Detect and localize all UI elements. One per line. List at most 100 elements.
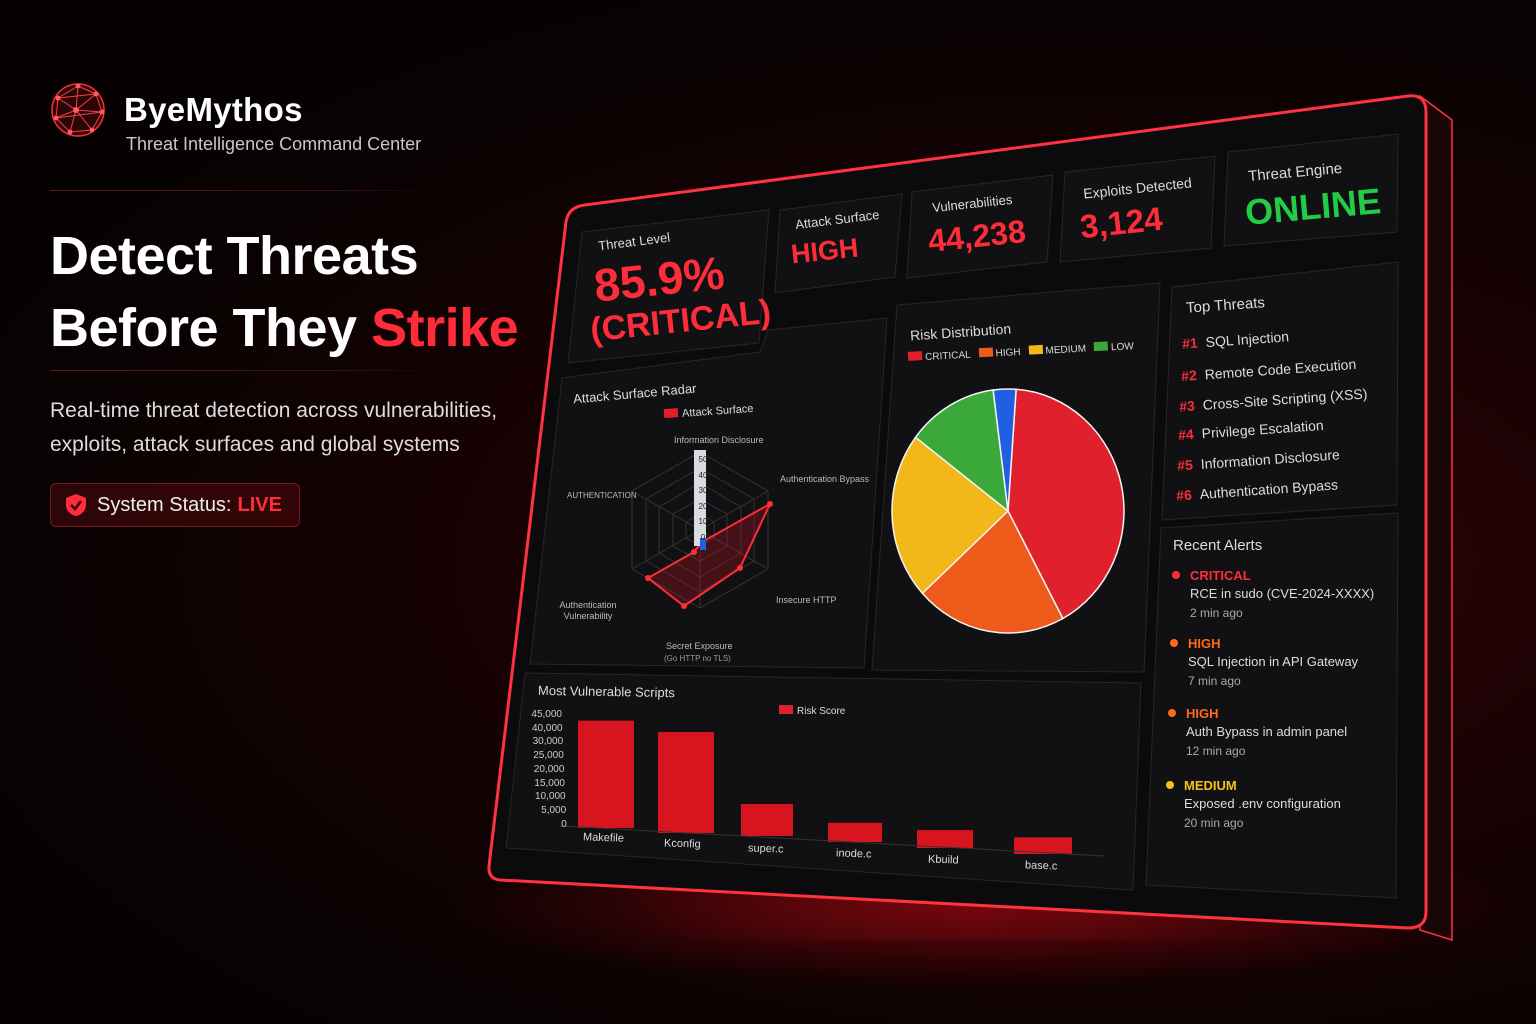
bar-y-tick: 30,000 (532, 736, 564, 748)
alert-time: 2 min ago (1190, 606, 1243, 620)
bar-y-tick: 15,000 (534, 777, 565, 789)
top-threats-title: Top Threats (1185, 294, 1266, 317)
pie-slice-medium (891, 436, 1010, 595)
hero-headline: Detect Threats Before They Strike (50, 220, 519, 364)
threat-rank: #5 (1176, 456, 1194, 474)
radar-point (681, 603, 687, 609)
bar-x-label: inode.c (835, 847, 872, 861)
threat-engine-value: ONLINE (1243, 180, 1383, 233)
threat-rank: #3 (1179, 397, 1196, 415)
legend-swatch (779, 705, 793, 714)
bar-y-tick: 45,000 (531, 709, 562, 720)
threat-name: Remote Code Execution (1203, 355, 1357, 383)
bar-kconfig (658, 732, 714, 833)
alert-level: HIGH (1188, 636, 1221, 651)
threat-engine-label: Threat Engine (1247, 159, 1343, 186)
alert-text[interactable]: Auth Bypass in admin panel (1186, 724, 1348, 739)
pie-slice-high (921, 509, 1064, 634)
bar-y-tick: 40,000 (532, 722, 563, 734)
card-threat-level (567, 209, 770, 364)
card-bar-chart (505, 672, 1142, 891)
bar-y-tick: 20,000 (533, 763, 565, 775)
headline-line-2: Before They Strike (50, 292, 519, 364)
threat-item[interactable]: #4 Privilege Escalation (1178, 417, 1325, 443)
threat-rank: #4 (1177, 426, 1195, 444)
radar-tick: 0 (700, 532, 706, 542)
card-attack-surface (774, 193, 903, 294)
threat-rank: #6 (1175, 486, 1192, 504)
radar-ticks: 50 40 30 20 10 0 (697, 452, 709, 545)
threat-rank: #2 (1180, 367, 1197, 385)
alert-status-dot (1172, 571, 1180, 579)
bar-chart (559, 720, 1106, 857)
bar-baseline (559, 825, 1106, 857)
alert-time: 20 min ago (1184, 816, 1244, 830)
subtext-line-2: exploits, attack surfaces and global sys… (50, 433, 460, 456)
threat-name: Cross-Site Scripting (XSS) (1202, 385, 1369, 413)
radar-legend-label: Attack Surface (681, 402, 754, 420)
radar-axis-label: Authentication Bypass (780, 474, 870, 484)
headline-accent: Strike (371, 298, 519, 358)
divider (50, 370, 445, 371)
alert-text[interactable]: RCE in sudo (CVE-2024-XXXX) (1190, 586, 1375, 601)
radar-point (767, 501, 773, 507)
alert-time: 12 min ago (1186, 744, 1246, 758)
exploits-label: Exploits Detected (1082, 174, 1193, 202)
bar-legend-label: Risk Score (797, 706, 846, 717)
status-label: System Status: (97, 493, 232, 516)
radar-legend: Attack Surface (663, 402, 754, 421)
pie-slice-low (914, 389, 1009, 513)
threat-item[interactable]: #6 Authentication Bypass (1175, 476, 1338, 503)
divider (50, 190, 445, 191)
radar-title: Attack Surface Radar (572, 380, 697, 407)
system-status-badge: System Status: LIVE (50, 483, 300, 527)
card-vulnerabilities (906, 174, 1054, 279)
radar-axis-label: Insecure HTTP (776, 595, 837, 605)
threat-name: Privilege Escalation (1201, 416, 1325, 442)
radar-point (737, 565, 743, 571)
threat-level-label: Threat Level (597, 229, 671, 254)
card-top-threats (1161, 261, 1399, 521)
bar-makefile (578, 720, 634, 828)
alert-text[interactable]: Exposed .env configuration (1184, 796, 1341, 811)
radar-axis-note: (Go HTTP no TLS) (664, 654, 731, 663)
bar-x-label: Kbuild (927, 853, 959, 867)
alert-text[interactable]: SQL Injection in API Gateway (1188, 654, 1359, 669)
radar-low-marker (700, 538, 706, 550)
risk-pie (891, 388, 1125, 634)
hero-subtext: Real-time threat detection across vulner… (50, 394, 520, 462)
radar-axis-label: Secret Exposure (666, 641, 733, 651)
radar-tick: 30 (698, 486, 708, 495)
threat-item[interactable]: #5 Information Disclosure (1176, 446, 1340, 473)
threat-item[interactable]: #2 Remote Code Execution (1180, 356, 1356, 384)
card-recent-alerts (1145, 512, 1399, 899)
threat-name: Authentication Bypass (1198, 476, 1338, 502)
shield-check-icon (66, 494, 86, 516)
alert-level: MEDIUM (1184, 778, 1237, 793)
alert-status-dot (1170, 639, 1178, 647)
attack-surface-label: Attack Surface (794, 206, 881, 233)
threat-item[interactable]: #1 SQL Injection (1182, 328, 1290, 351)
vulnerabilities-label: Vulnerabilities (931, 191, 1014, 216)
attack-surface-value: HIGH (789, 232, 860, 270)
threat-rank: #1 (1181, 334, 1199, 352)
bar-legend: Risk Score (779, 705, 845, 717)
brand-tagline: Threat Intelligence Command Center (126, 134, 422, 154)
risk-title: Risk Distribution (909, 320, 1012, 344)
network-globe-icon (51, 83, 105, 137)
legend-item-high: HIGH (978, 346, 1021, 360)
headline-line-1: Detect Threats (50, 226, 419, 286)
card-radar (529, 317, 888, 669)
exploits-value: 3,124 (1078, 199, 1165, 246)
status-value: LIVE (237, 493, 282, 516)
alert-time: 7 min ago (1188, 674, 1241, 688)
headline-prefix: Before They (50, 298, 372, 358)
alert-status-dot (1166, 781, 1174, 789)
card-threat-engine (1223, 133, 1399, 247)
brand: ByeMythos (46, 78, 303, 142)
legend-swatch (663, 408, 679, 419)
radar-point (645, 575, 651, 581)
threat-item[interactable]: #3 Cross-Site Scripting (XSS) (1179, 385, 1368, 414)
radar-tick: 40 (698, 470, 708, 480)
